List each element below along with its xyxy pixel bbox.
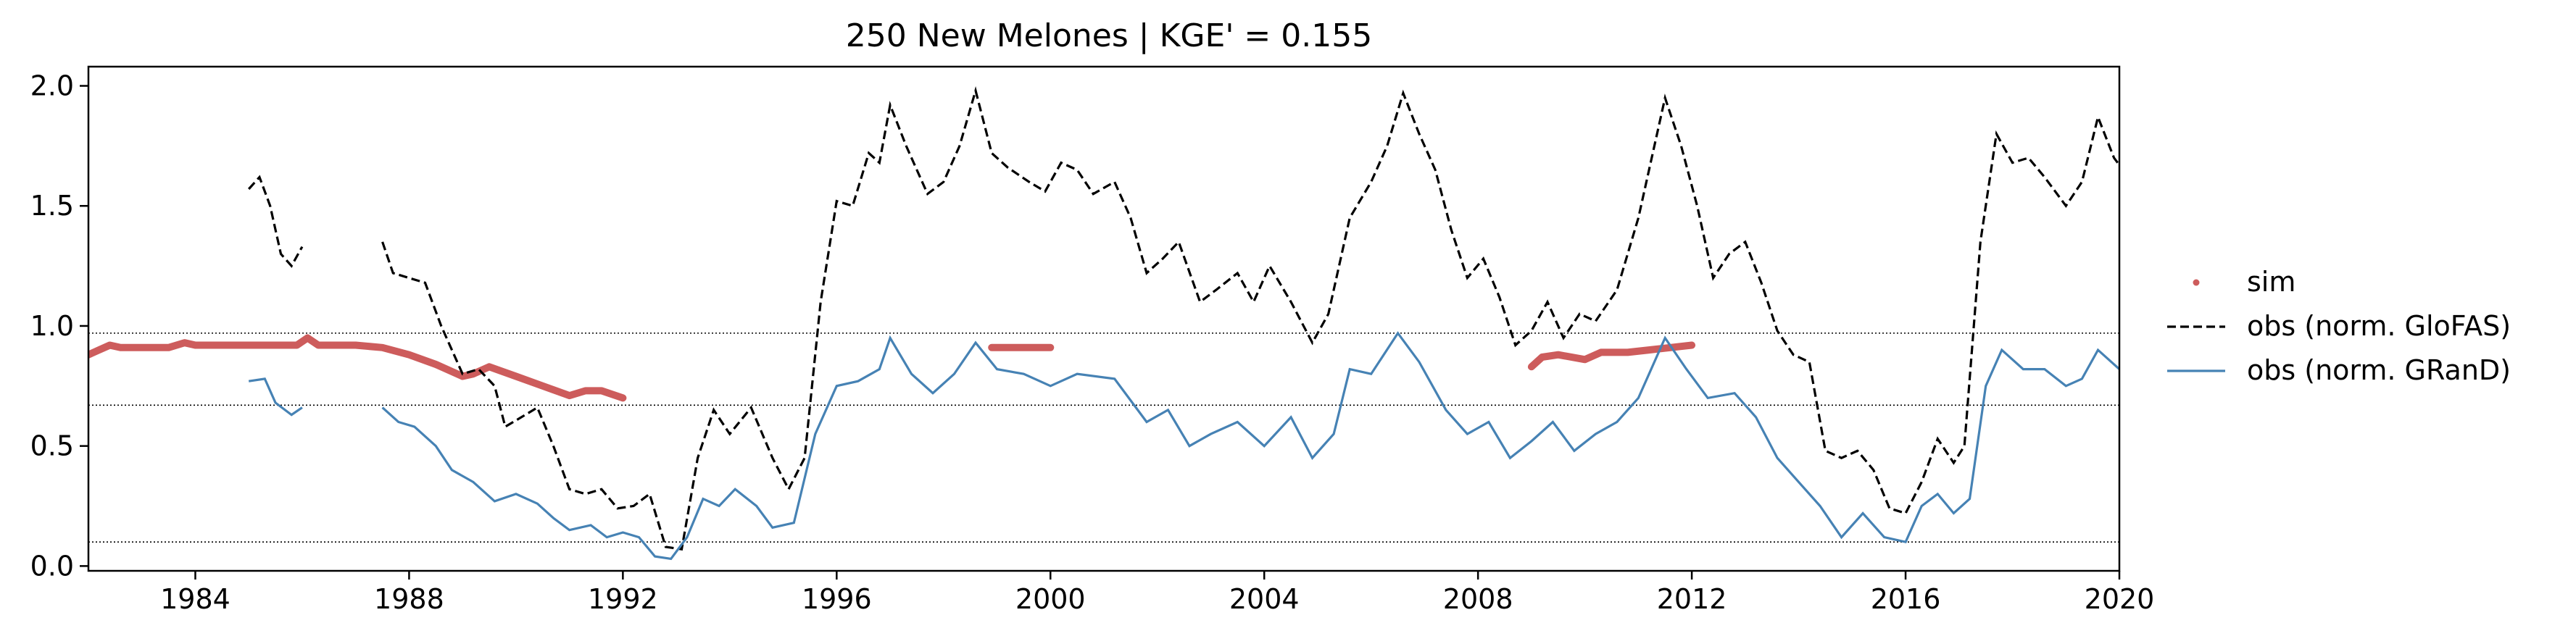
x-tick-label: 2020 (2085, 583, 2155, 615)
y-tick-label: 2.0 (30, 70, 74, 102)
x-tick-label: 1984 (160, 583, 230, 615)
y-tick-label: 1.0 (30, 310, 74, 342)
plot-area (88, 86, 2119, 561)
y-axis: 0.0 0.5 1.0 1.5 2.0 (30, 70, 88, 582)
x-tick-label: 2000 (1015, 583, 1086, 615)
x-axis: 1984 1988 1992 1996 2000 2004 2008 2012 2016 2020 (160, 571, 2154, 615)
chart-title: 250 New Melones | KGE' = 0.155 (846, 17, 1372, 54)
axes-frame (87, 65, 2121, 572)
legend-label: obs (norm. GloFAS) (2247, 310, 2511, 342)
series-obs-norm-grand-line (248, 377, 303, 417)
x-tick-label: 1992 (588, 583, 658, 615)
y-tick-label: 1.5 (30, 190, 74, 222)
legend-label: sim (2247, 266, 2295, 298)
legend-label: obs (norm. GRanD) (2247, 354, 2511, 386)
legend-marker (2193, 279, 2200, 286)
legend: sim obs (norm. GloFAS) obs (norm. GRanD) (2167, 266, 2511, 386)
reference-lines (88, 333, 2119, 543)
x-tick-label: 2008 (1443, 583, 1513, 615)
x-tick-label: 2016 (1871, 583, 1941, 615)
x-tick-label: 1996 (802, 583, 872, 615)
y-tick-label: 0.0 (30, 550, 74, 582)
x-tick-label: 1988 (374, 583, 444, 615)
y-tick-label: 0.5 (30, 430, 74, 462)
series-sim-trace (88, 334, 627, 402)
series-obs-norm-glofas-line (381, 86, 2119, 551)
x-tick-label: 2004 (1229, 583, 1300, 615)
series-obs-norm-glofas-line (248, 175, 304, 268)
series-sim-trace (1527, 341, 1696, 371)
series-obs-norm-grand-line (381, 331, 2119, 561)
x-tick-label: 2012 (1657, 583, 1727, 615)
